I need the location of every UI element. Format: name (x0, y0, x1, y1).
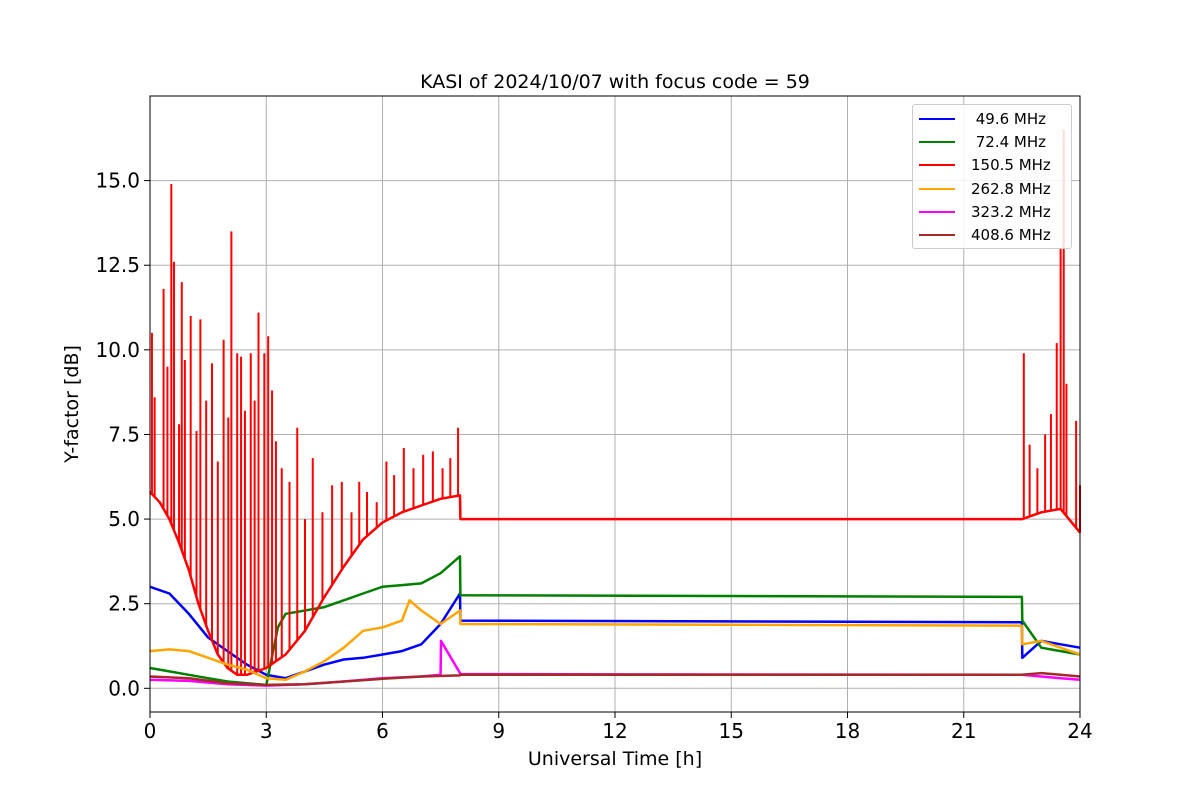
series-layer (149, 129, 1081, 687)
legend-swatch (919, 187, 955, 190)
x-tick-label: 0 (144, 719, 157, 743)
series-line-262-8-mhz (149, 599, 1081, 682)
series-line-72-4-mhz (149, 555, 1081, 687)
legend-item: 72.4 MHz (919, 131, 1069, 153)
x-tick-label: 6 (376, 719, 389, 743)
x-axis-label: Universal Time [h] (528, 748, 702, 770)
legend-label: 49.6 MHz (971, 110, 1047, 128)
series-line-408-6-mhz (149, 671, 1081, 687)
legend-swatch (919, 210, 955, 213)
legend-swatch (919, 234, 955, 236)
legend-item: 262.8 MHz (919, 178, 1069, 200)
legend-label: 72.4 MHz (971, 133, 1047, 152)
x-tick-label: 21 (951, 719, 976, 743)
y-tick-label: 15.0 (95, 169, 140, 193)
y-tick-label: 12.5 (95, 253, 140, 277)
legend-item: 323.2 MHz (919, 201, 1069, 223)
x-tick-label: 3 (260, 719, 273, 743)
axis-ticks: 0 3 6 9 12 15 18 21 24 0.0 2.5 5.0 7.5 10.0 12.5 15.0 (95, 169, 1092, 743)
y-tick-label: 0.0 (108, 676, 140, 700)
legend: 49.6 MHz 72.4 MHz 150.5 MHz 262.8 MHz 323.2… (912, 104, 1072, 249)
legend-swatch (919, 118, 955, 120)
legend-label: 408.6 MHz (971, 226, 1051, 244)
series-line-150-5-mhz (149, 491, 1081, 677)
y-tick-label: 10.0 (95, 338, 140, 362)
x-tick-label: 18 (835, 719, 860, 743)
y-tick-label: 7.5 (108, 422, 140, 446)
x-tick-label: 12 (602, 719, 627, 743)
y-tick-label: 2.5 (108, 592, 140, 616)
legend-label: 323.2 MHz (971, 202, 1051, 221)
legend-item: 150.5 MHz (919, 154, 1069, 176)
legend-swatch (919, 164, 955, 167)
x-tick-label: 24 (1067, 719, 1092, 743)
y-tick-label: 5.0 (108, 507, 140, 531)
y-axis-label: Y-factor [dB] (61, 345, 83, 464)
legend-item: 49.6 MHz (919, 108, 1069, 130)
legend-item: 408.6 MHz (919, 224, 1069, 246)
legend-label: 262.8 MHz (971, 179, 1051, 198)
legend-label: 150.5 MHz (971, 156, 1051, 175)
chart-title: KASI of 2024/10/07 with focus code = 59 (420, 71, 810, 93)
x-tick-label: 9 (492, 719, 505, 743)
x-tick-label: 15 (719, 719, 744, 743)
legend-swatch (919, 141, 955, 144)
